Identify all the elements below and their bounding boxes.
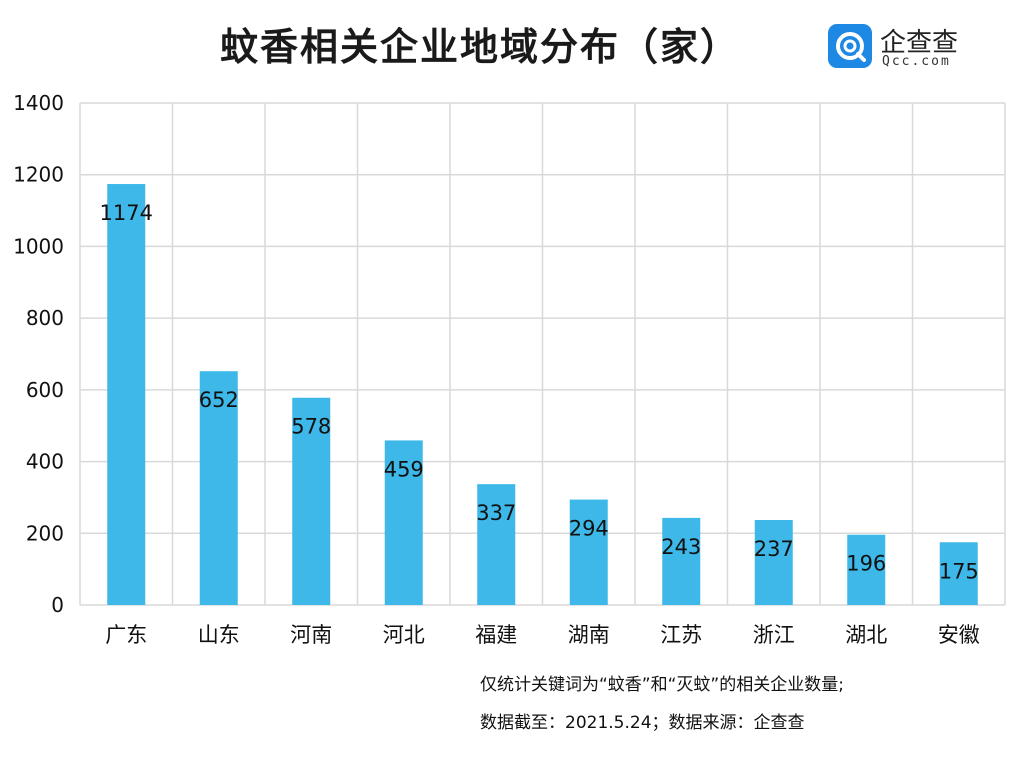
bar-value-label: 196 bbox=[846, 552, 886, 576]
bar-广东 bbox=[107, 184, 146, 605]
y-tick-label: 800 bbox=[26, 306, 64, 330]
y-tick-label: 200 bbox=[26, 521, 64, 545]
x-tick-label: 山东 bbox=[198, 623, 240, 647]
bar-河南 bbox=[292, 397, 331, 605]
y-tick-label: 1400 bbox=[13, 91, 64, 115]
x-tick-label: 福建 bbox=[475, 623, 517, 647]
bar-value-label: 294 bbox=[569, 517, 609, 541]
qcc-logo-icon bbox=[828, 24, 872, 68]
bar-福建 bbox=[477, 484, 516, 605]
y-tick-label: 0 bbox=[51, 593, 64, 617]
x-tick-label: 湖南 bbox=[568, 623, 610, 647]
bar-河北 bbox=[384, 440, 423, 605]
x-tick-label: 广东 bbox=[105, 623, 147, 647]
bar-value-labels: 1174 652 578 459 337 294 243 237 196 175 bbox=[100, 201, 979, 583]
y-axis-ticks: 0 200 400 600 800 1000 1200 1400 bbox=[13, 91, 64, 617]
y-tick-label: 400 bbox=[26, 450, 64, 474]
bar-value-label: 578 bbox=[291, 415, 331, 439]
bar-浙江 bbox=[754, 520, 793, 605]
x-tick-label: 浙江 bbox=[753, 623, 795, 647]
footnote-scope: 仅统计关键词为“蚊香”和“灭蚊”的相关企业数量; bbox=[480, 675, 844, 695]
logo-url: Qcc.com bbox=[882, 54, 951, 69]
bar-湖北 bbox=[847, 534, 886, 605]
y-tick-label: 1000 bbox=[13, 234, 64, 258]
bar-江苏 bbox=[662, 517, 701, 605]
bar-value-label: 243 bbox=[661, 535, 701, 559]
bar-value-label: 1174 bbox=[100, 201, 153, 225]
bar-value-label: 337 bbox=[476, 501, 516, 525]
x-tick-label: 河北 bbox=[383, 623, 425, 647]
footnote-source: 数据截至：2021.5.24；数据来源：企查查 bbox=[480, 713, 805, 733]
bar-value-label: 237 bbox=[754, 537, 794, 561]
x-tick-label: 安徽 bbox=[938, 623, 980, 647]
chart-title: 蚊香相关企业地域分布（家） bbox=[219, 25, 740, 69]
bar-山东 bbox=[199, 371, 238, 605]
x-tick-label: 河南 bbox=[290, 623, 332, 647]
logo-name: 企查查 bbox=[880, 28, 959, 58]
x-axis-ticks: 广东 山东 河南 河北 福建 湖南 江苏 浙江 湖北 安徽 bbox=[105, 623, 980, 647]
bar-value-label: 459 bbox=[384, 457, 424, 481]
qcc-logo: 企查查 Qcc.com bbox=[828, 24, 998, 74]
y-tick-label: 1200 bbox=[13, 163, 64, 187]
x-tick-label: 江苏 bbox=[660, 623, 702, 647]
chart-bars bbox=[107, 184, 978, 605]
bar-value-label: 652 bbox=[199, 388, 239, 412]
bar-value-label: 175 bbox=[939, 559, 979, 583]
bar-安徽 bbox=[939, 542, 978, 605]
y-tick-label: 600 bbox=[26, 378, 64, 402]
x-tick-label: 湖北 bbox=[845, 623, 887, 647]
bar-湖南 bbox=[569, 499, 608, 605]
